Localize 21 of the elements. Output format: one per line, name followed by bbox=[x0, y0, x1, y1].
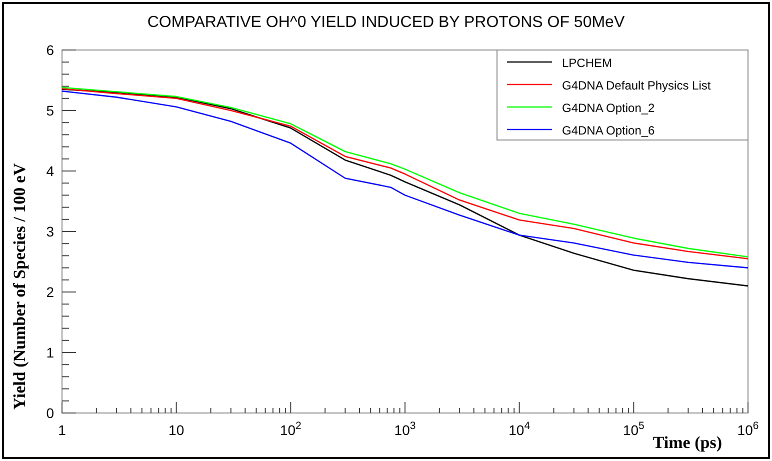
y-axis-title: Yield (Number of Species / 100 eV bbox=[10, 162, 29, 410]
y-tick-label: 6 bbox=[46, 42, 54, 58]
y-tick-label: 2 bbox=[46, 284, 54, 300]
y-tick-label: 0 bbox=[46, 405, 54, 421]
x-tick-label: 1 bbox=[58, 422, 66, 438]
x-tick-label: 10$^{5}$ bbox=[622, 420, 645, 438]
legend-label: G4DNA Option_2 bbox=[562, 101, 656, 115]
x-axis-title: Time (ps) bbox=[652, 433, 722, 452]
legend-label: G4DNA Option_6 bbox=[562, 124, 656, 138]
x-tick-label: 10$^{3}$ bbox=[394, 420, 416, 438]
y-tick-label: 1 bbox=[46, 344, 54, 360]
legend-label: LPCHEM bbox=[562, 56, 612, 70]
x-tick-label: 10$^{4}$ bbox=[508, 420, 530, 438]
x-tick-label: 10$^{2}$ bbox=[280, 420, 302, 438]
x-tick-label: 10$^{6}$ bbox=[737, 420, 759, 438]
legend-label: G4DNA Default Physics List bbox=[562, 78, 712, 92]
chart-title: COMPARATIVE OH^0 YIELD INDUCED BY PROTONS OF 50MeV bbox=[147, 14, 625, 31]
y-tick-label: 5 bbox=[46, 102, 54, 118]
y-tick-label: 3 bbox=[46, 224, 54, 240]
x-tick-label: 10 bbox=[168, 422, 184, 438]
y-tick-label: 4 bbox=[46, 163, 54, 179]
